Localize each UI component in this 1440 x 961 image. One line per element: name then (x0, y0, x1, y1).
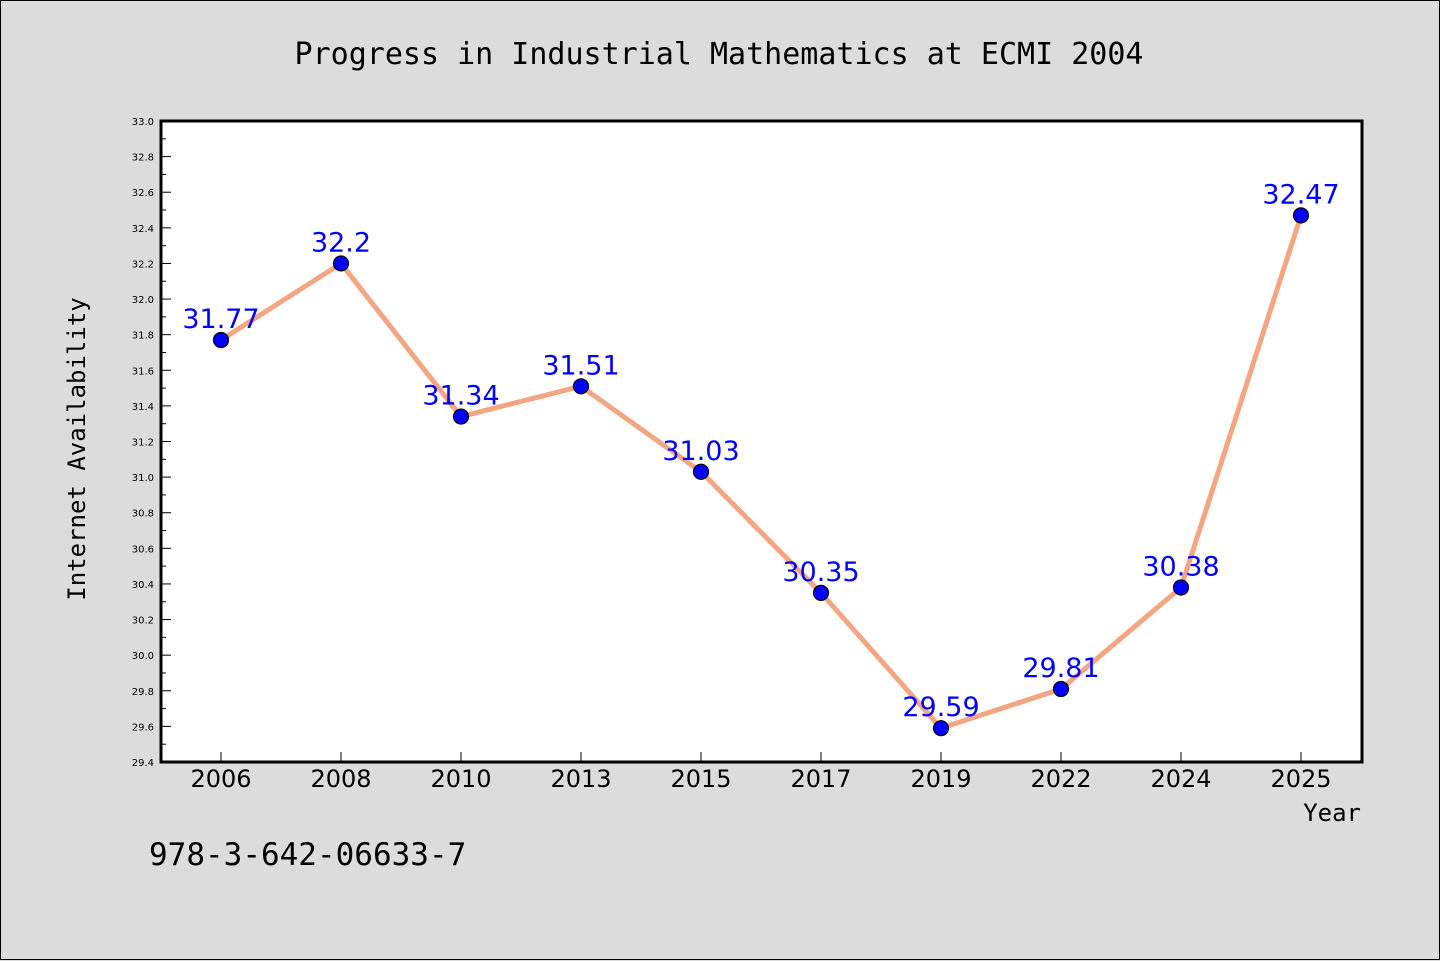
y-tick-label: 32.0 (132, 295, 154, 306)
y-tick-label: 31.0 (132, 473, 154, 484)
y-tick-label: 30.6 (132, 544, 154, 555)
y-tick-label: 33.0 (132, 117, 154, 128)
data-point-label: 31.77 (182, 304, 259, 335)
series-layer (212, 207, 1310, 737)
x-tick-label: 2013 (550, 765, 611, 793)
plot-frame (159, 119, 1364, 764)
x-tick-label: 2024 (1150, 765, 1211, 793)
data-point-label: 30.38 (1142, 552, 1219, 583)
data-point-marker (932, 720, 950, 737)
chart-title: Progress in Industrial Mathematics at EC… (295, 37, 1144, 72)
data-point-marker (1172, 579, 1190, 596)
data-point-label: 29.81 (1022, 653, 1099, 684)
data-point-marker (1292, 207, 1310, 224)
y-tick-label: 32.2 (132, 259, 154, 270)
series-line (218, 212, 1304, 731)
data-point-label: 32.2 (311, 227, 371, 258)
y-tick-label: 31.8 (132, 331, 154, 342)
data-point-label: 32.47 (1262, 179, 1339, 210)
y-axis-label: Internet Availability (63, 297, 91, 600)
x-tick-label: 2022 (1030, 765, 1091, 793)
y-tick-label: 30.2 (132, 616, 154, 627)
plot-area (161, 121, 1362, 762)
x-tick-label: 2017 (790, 765, 851, 793)
data-point-marker (572, 378, 590, 395)
x-tick-label: 2008 (310, 765, 371, 793)
data-point-label: 29.59 (902, 692, 979, 723)
y-tick-label: 29.8 (132, 687, 154, 698)
x-tick-label: 2025 (1270, 765, 1331, 793)
x-tick-label: 2019 (910, 765, 971, 793)
y-tick-label: 32.6 (132, 188, 154, 199)
data-point-marker (1052, 680, 1070, 698)
y-tick-label: 30.0 (132, 651, 154, 662)
y-tick-label: 30.4 (132, 580, 154, 591)
y-tick-label: 31.6 (132, 366, 154, 377)
data-point-marker (452, 408, 470, 425)
x-tick-label: 2006 (190, 765, 251, 793)
y-tick-label: 30.8 (132, 509, 154, 520)
data-point-marker (812, 584, 830, 601)
y-tick-label: 32.4 (132, 224, 154, 235)
y-tick-label: 32.8 (132, 153, 154, 164)
y-tick-label: 29.4 (132, 758, 154, 769)
data-point-marker (212, 331, 230, 349)
data-point-label: 30.35 (782, 557, 859, 588)
data-point-marker (332, 255, 350, 272)
data-point-label: 31.03 (662, 436, 739, 467)
y-axis-ticks: 29.4 29.6 29.8 30.0 30.2 30.4 30.6 30.8 31.0 31.2… (132, 117, 171, 769)
y-tick-label: 31.2 (132, 438, 154, 449)
x-tick-label: 2015 (670, 765, 731, 793)
data-point-label: 31.51 (542, 350, 619, 381)
x-axis-ticks: 2006 2008 2010 2013 2015 2017 2019 2022 2024 2025 (190, 752, 1332, 793)
data-label-layer: 31.77 32.2 31.34 31.51 31.03 30.35 29.59 29.81 3… (182, 179, 1339, 723)
data-point-label: 31.34 (422, 381, 499, 412)
x-tick-label: 2010 (430, 765, 491, 793)
data-point-marker (692, 463, 710, 480)
y-tick-label: 29.6 (132, 722, 154, 733)
x-axis-label: Year (1303, 799, 1361, 827)
footnote-isbn: 978-3-642-06633-7 (149, 837, 466, 873)
y-tick-label: 31.4 (132, 402, 154, 413)
